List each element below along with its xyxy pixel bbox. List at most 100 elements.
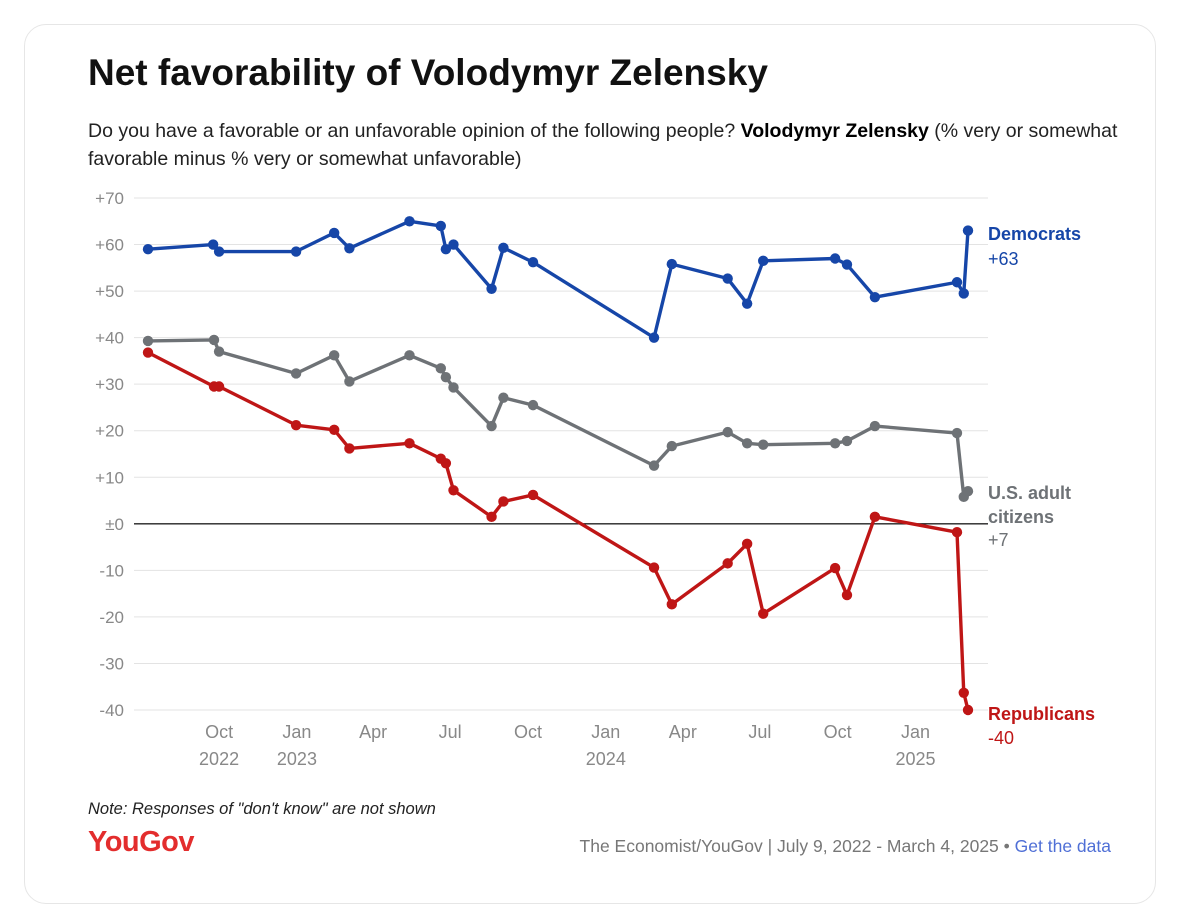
data-point [648, 332, 660, 343]
data-point [741, 538, 753, 550]
data-point [213, 246, 225, 257]
data-point [841, 435, 853, 447]
data-point [440, 244, 452, 255]
series-name-label: U.S. adult [988, 483, 1071, 503]
data-point [213, 346, 225, 357]
y-tick-label: +10 [95, 468, 124, 487]
data-point [344, 243, 355, 254]
data-point [208, 334, 220, 346]
x-tick-label: Jan [591, 722, 620, 742]
data-point [486, 420, 497, 432]
data-point [435, 220, 446, 232]
data-point [962, 704, 974, 716]
data-point [829, 253, 841, 264]
data-point [486, 283, 497, 294]
data-point [290, 419, 302, 431]
data-point [666, 258, 678, 270]
x-tick-label: Apr [669, 722, 697, 742]
y-tick-label: +60 [95, 236, 124, 255]
source-text: The Economist/YouGov | July 9, 2022 - Ma… [579, 836, 999, 856]
y-tick-label: -40 [99, 701, 124, 720]
y-tick-label: -10 [99, 561, 124, 580]
x-tick-label: Jul [439, 722, 462, 742]
data-point [869, 291, 881, 303]
chart-subtitle: Do you have a favorable or an unfavorabl… [88, 117, 1118, 173]
data-point [498, 242, 509, 254]
data-point [404, 350, 415, 361]
x-tick-label: Oct [824, 722, 852, 742]
data-point [666, 440, 678, 452]
series-end-value-label: -40 [988, 728, 1014, 748]
data-point [435, 363, 446, 374]
data-point [344, 376, 355, 387]
chart-card [24, 24, 1156, 904]
source-line: The Economist/YouGov | July 9, 2022 - Ma… [580, 836, 1111, 857]
data-point [527, 257, 539, 268]
data-point [486, 511, 497, 523]
subtitle-subject: Volodymyr Zelensky [740, 120, 929, 142]
y-tick-label: +40 [95, 329, 124, 348]
data-point [958, 687, 969, 698]
data-point [829, 562, 841, 574]
x-tick-label: Jan [282, 722, 311, 742]
x-tick-year-label: 2023 [277, 749, 317, 769]
data-point [829, 438, 841, 449]
chart-note: Note: Responses of "don't know" are not … [88, 800, 436, 818]
x-tick-label: Jul [748, 722, 771, 742]
data-point [328, 350, 340, 361]
subtitle-measure: (% very or somewhat favorable minus % ve… [88, 120, 1118, 170]
data-point [741, 298, 753, 309]
data-point [448, 239, 459, 250]
data-point [666, 599, 678, 610]
data-point [648, 562, 660, 573]
series-name-label: Democrats [988, 224, 1081, 244]
y-tick-label: +20 [95, 422, 124, 441]
data-point [962, 225, 974, 236]
series-line-democrats [146, 219, 970, 340]
data-point [290, 246, 302, 257]
series-end-value-label: +63 [988, 249, 1019, 269]
subtitle-question: Do you have a favorable or an unfavorabl… [88, 120, 736, 142]
data-point [722, 558, 733, 569]
chart-title: Net favorability of Volodymyr Zelensky [88, 52, 768, 93]
data-point [951, 277, 963, 288]
data-point [741, 438, 753, 449]
series-end-value-label: +7 [988, 530, 1009, 550]
data-point [328, 227, 340, 239]
get-data-link[interactable]: Get the data [1014, 836, 1111, 856]
data-point [962, 486, 974, 497]
x-tick-label: Oct [514, 722, 542, 742]
series-line-u-s-adult-citizens [146, 338, 970, 499]
x-tick-label: Jan [901, 722, 930, 742]
y-tick-label: -30 [99, 654, 124, 673]
data-point [344, 443, 355, 454]
data-point [951, 526, 963, 538]
x-tick-label: Oct [205, 722, 233, 742]
data-point [142, 347, 154, 358]
data-point [841, 259, 853, 270]
y-tick-label: -20 [99, 608, 124, 627]
data-point [404, 216, 415, 227]
data-point [869, 511, 881, 523]
data-point [958, 288, 969, 299]
x-tick-year-label: 2024 [586, 749, 626, 769]
data-point [207, 239, 219, 250]
series-name-label: Republicans [988, 704, 1095, 724]
y-tick-label: ±0 [105, 515, 124, 534]
data-point [213, 381, 225, 392]
series-line-republicans [146, 350, 970, 712]
data-point [498, 496, 509, 507]
data-point [841, 589, 853, 601]
x-tick-label: Apr [359, 722, 387, 742]
yougov-logo: YouGov [88, 826, 195, 858]
data-point [648, 460, 660, 471]
line-chart: +70 +60 +50 +40 +30 +20 +10 ±0 -10 -20 -30 -40 Oct 20… [95, 189, 1095, 769]
data-point [951, 427, 963, 439]
source-separator: • [1003, 836, 1010, 856]
data-point [448, 485, 459, 496]
data-point [527, 399, 539, 411]
data-point [404, 438, 415, 449]
data-point [758, 439, 769, 450]
data-point [142, 335, 154, 347]
series-name-label: citizens [988, 507, 1054, 527]
